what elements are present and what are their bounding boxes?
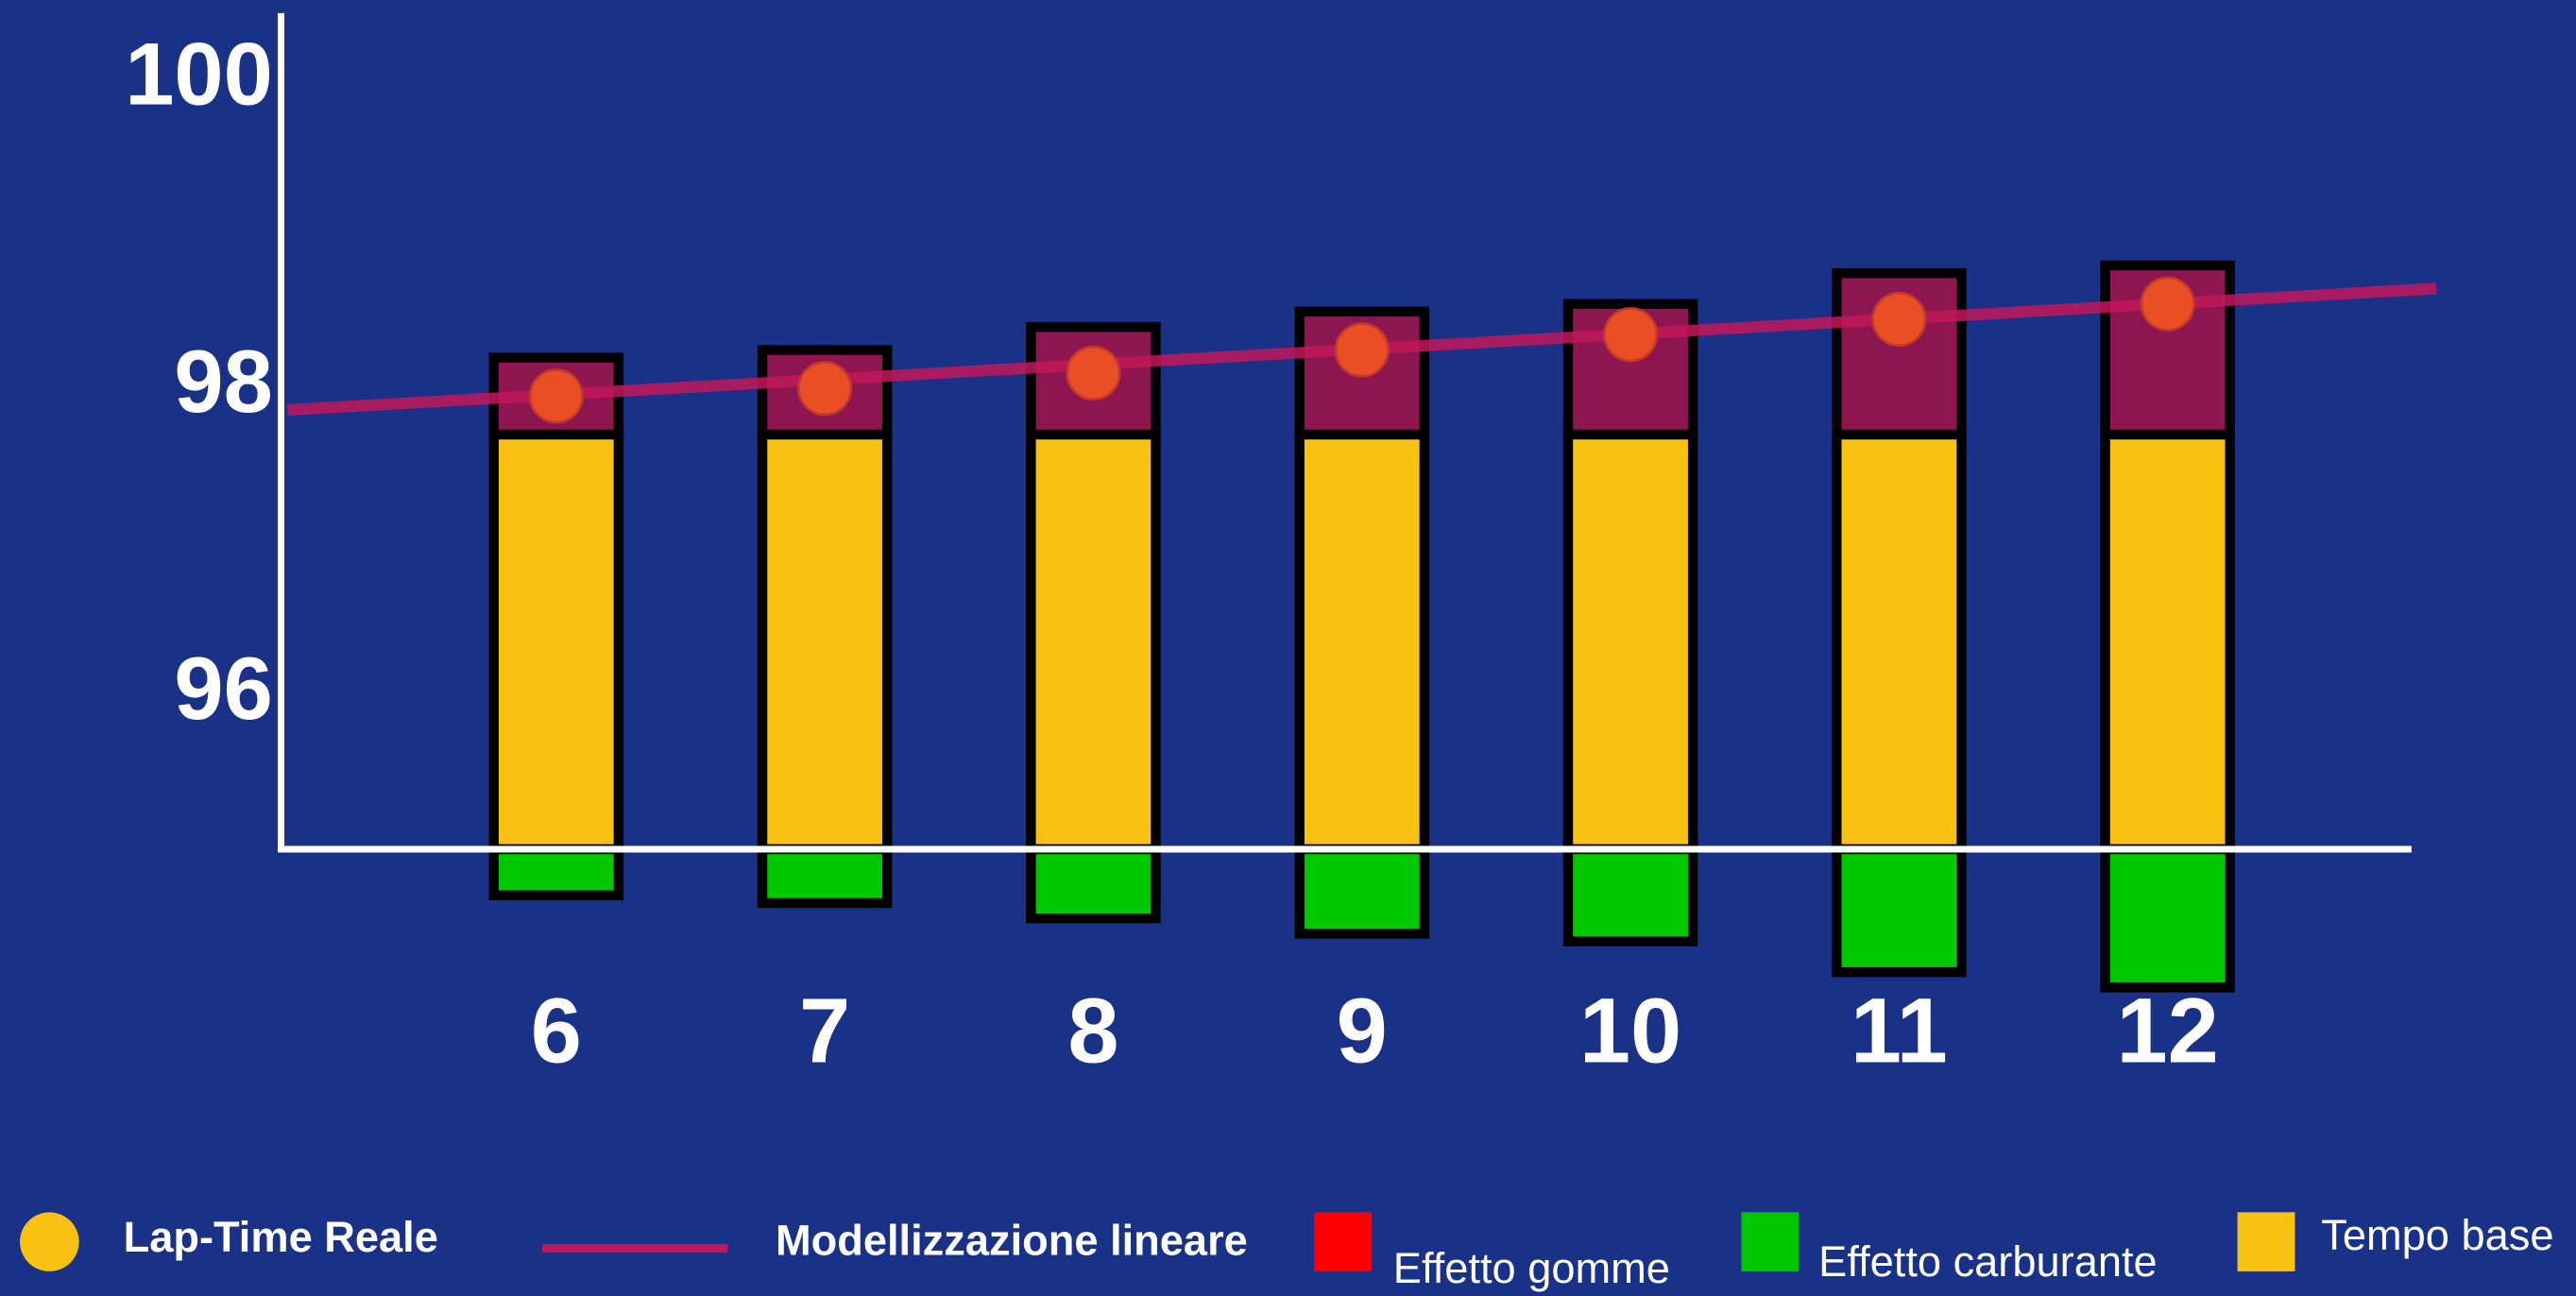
bar-segment [1832,429,1967,855]
bar-segment [757,429,893,855]
lap-dot [1066,345,1121,401]
legend-label: Effetto carburante [1818,1237,2158,1286]
bar-segment [2100,429,2235,855]
lap-dot [2140,276,2195,332]
bar-segment [1562,429,1698,855]
bar-segment [488,844,624,901]
y-tick-label: 96 [174,639,272,738]
x-tick-label: 8 [1067,980,1118,1083]
bar-segment [1294,844,1430,939]
lap-dot [797,361,853,417]
bar-segment [2100,844,2235,993]
legend-swatch [20,1212,79,1271]
bar-segment [1026,429,1161,855]
legend-swatch [2237,1212,2295,1271]
x-tick-label: 10 [1579,980,1681,1083]
bar-segment [1026,844,1161,924]
lap-dot [1334,322,1390,378]
legend-swatch [1314,1212,1373,1271]
y-tick-label: 100 [125,25,273,124]
legend-swatch [1741,1212,1800,1271]
bar-segment [1832,844,1967,978]
y-tick-label: 98 [174,332,272,431]
lap-dot [1871,291,1927,348]
x-tick-label: 11 [1851,980,1948,1083]
bar-segment [488,429,624,855]
bar-segment [1832,267,1967,440]
lap-dot [528,368,584,424]
legend-label: Tempo base [2321,1211,2553,1259]
x-tick-label: 12 [2117,980,2219,1083]
x-tick-label: 6 [531,980,582,1083]
legend-label: Effetto gomme [1393,1244,1670,1292]
lap-dot [1602,307,1659,363]
bar-segment [1294,429,1430,855]
legend-label: Lap-Time Reale [124,1213,438,1261]
legend-label: Modellizzazione lineare [776,1216,1248,1264]
bar-segment [757,844,893,909]
bar-segment [1562,844,1698,946]
x-tick-label: 9 [1337,980,1388,1083]
x-tick-label: 7 [799,980,850,1083]
